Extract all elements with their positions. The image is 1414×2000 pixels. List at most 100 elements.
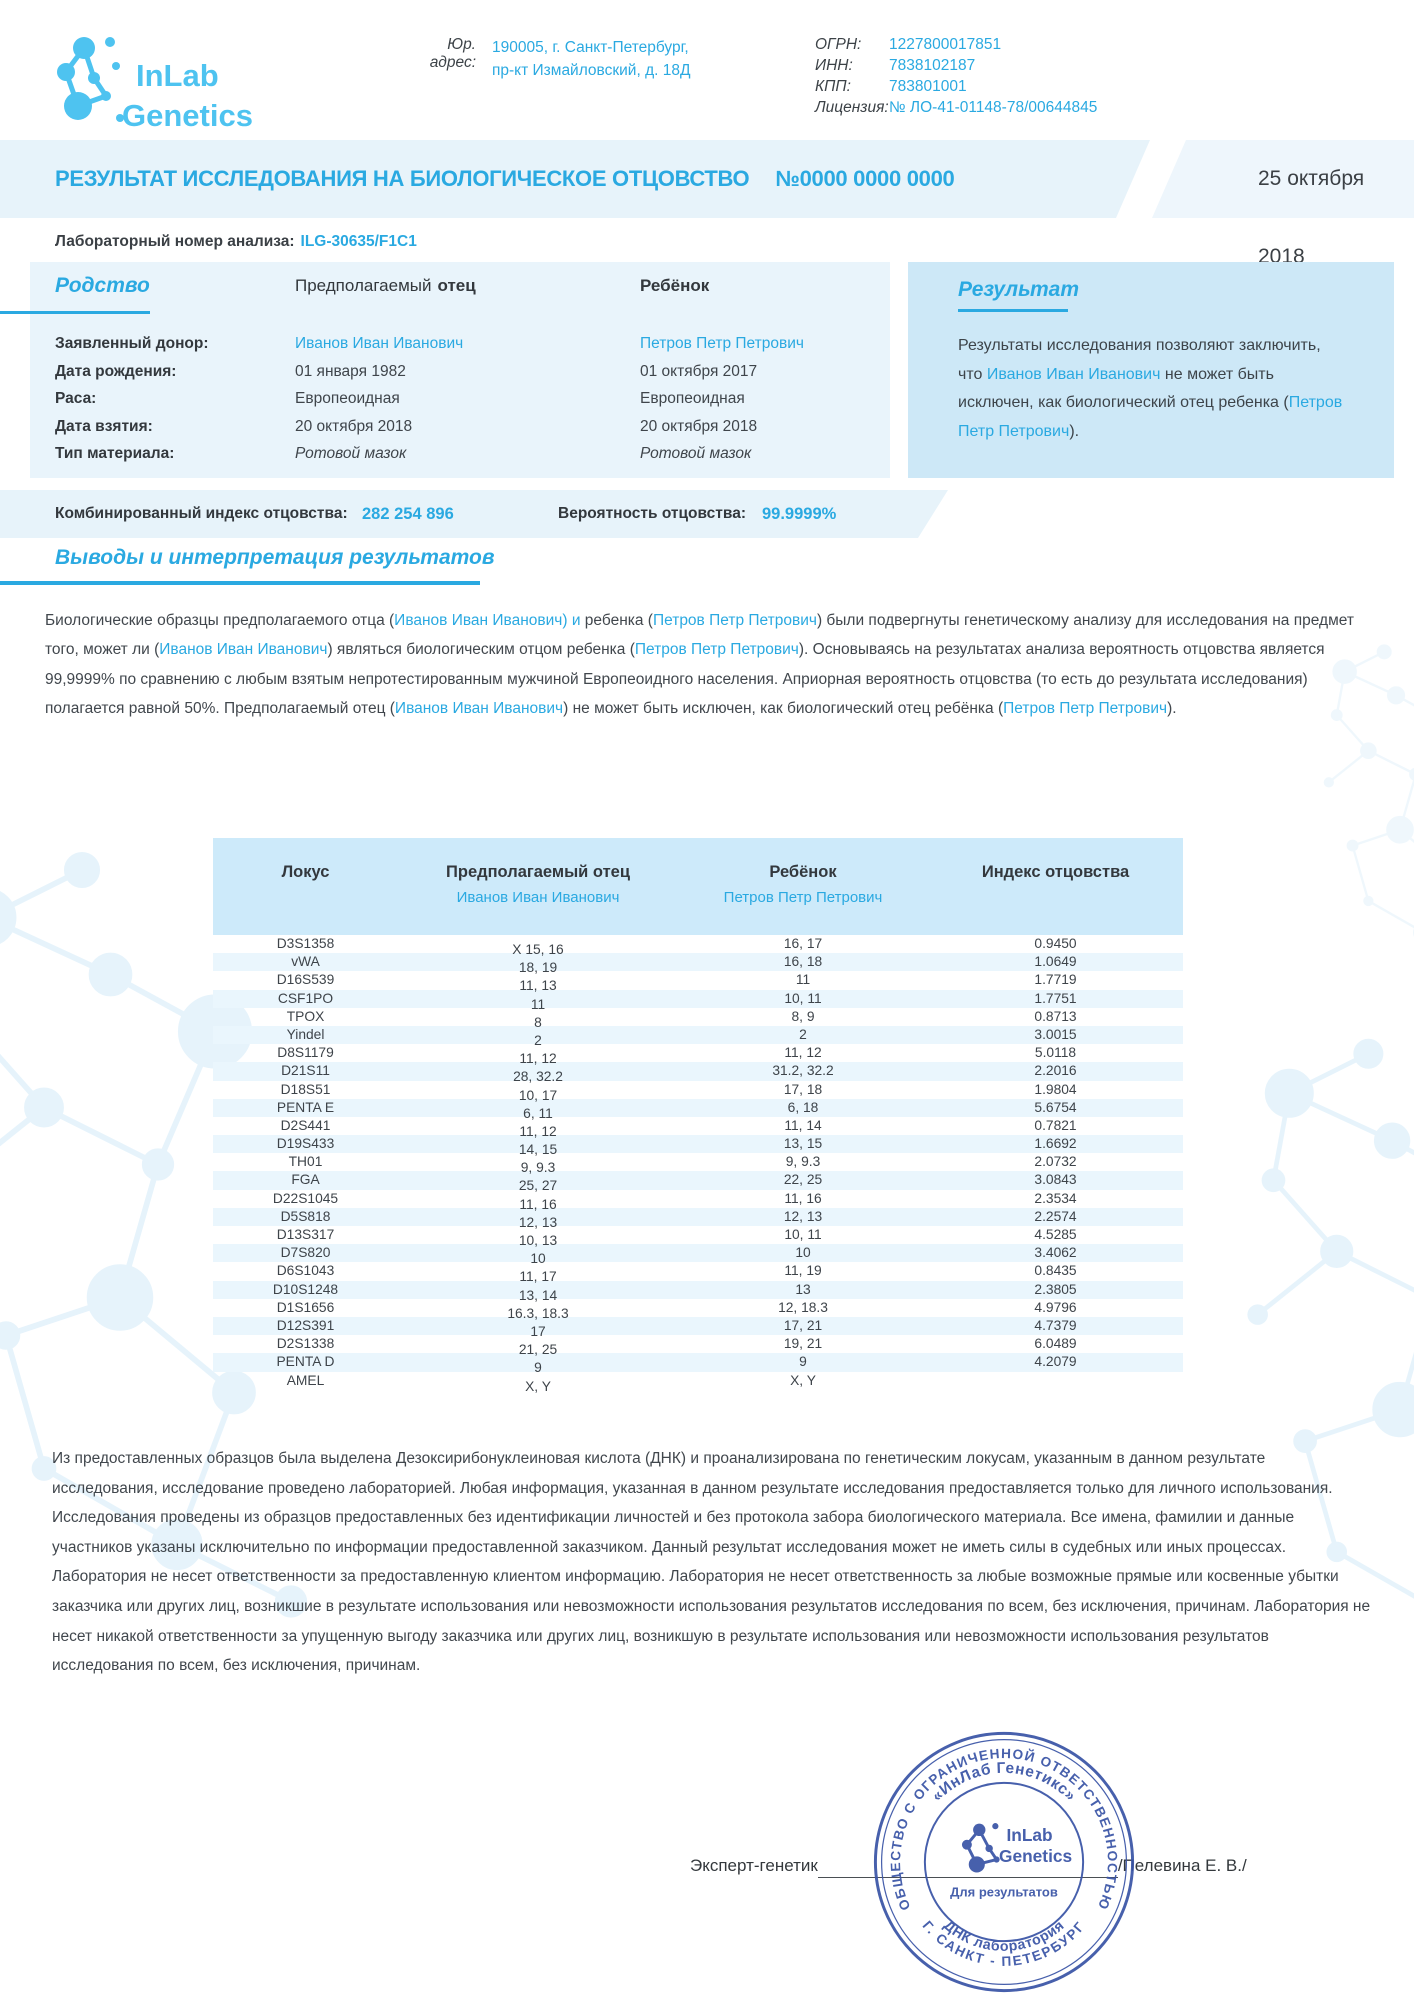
kinship-panel [30,262,890,478]
requisite-label: ИНН: [815,57,853,74]
kinship-row: Дата взятия: 20 октября 2018 20 октября … [30,413,890,441]
result-heading: Результат [958,278,1080,301]
child-alleles-cell: 11, 12 [784,1045,822,1061]
child-alleles-cell: 2 [799,1026,807,1042]
father-alleles-cell: 6, 11 [523,1105,553,1121]
kinship-rows: Заявленный донор: Иванов Иван Иванович П… [30,330,890,468]
conclusions-paragraph: Биологические образцы предполагаемого от… [45,612,1354,718]
kinship-father-value: Иванов Иван Иванович [295,335,464,352]
signature-name: /Пелевина Е. В./ [1117,1856,1247,1875]
paternity-index-cell: 0.7821 [1034,1117,1077,1133]
kinship-child-value: 20 октября 2018 [640,417,758,435]
table-row: D3S1358 X 15, 16 16, 17 0.9450 [213,935,1183,957]
page-title-text: РЕЗУЛЬТАТ ИССЛЕДОВАНИЯ НА БИОЛОГИЧЕСКОЕ … [55,166,750,191]
address-value: 190005, г. Санкт-Петербург, пр-кт Измайл… [492,36,690,82]
locus-cell: D2S1338 [276,1336,335,1352]
paternity-index-cell: 4.9796 [1034,1299,1077,1315]
locus-cell: D19S433 [276,1136,335,1152]
father-header-label: Предполагаемый отец [446,863,630,881]
lab-number-value: ILG-30635/F1C1 [300,233,417,250]
child-alleles-cell: 11 [795,972,811,988]
paternity-index-cell: 0.8713 [1034,1008,1077,1024]
child-alleles-cell: 16, 17 [783,936,823,951]
table-header-locus: Локус [213,863,398,935]
address-line1: 190005, г. Санкт-Петербург, [492,39,689,56]
company-round-stamp: ОБЩЕСТВО С ОГРАНИЧЕННОЙ ОТВЕТСТВЕННОСТЬЮ… [873,1731,1135,1993]
father-header-word1: Предполагаемый [295,276,432,295]
father-alleles-cell: 11, 13 [519,978,557,994]
requisite-label: КПП: [815,78,851,95]
probability-label: Вероятность отцовства: [558,505,746,522]
locus-cell: AMEL [286,1372,325,1388]
father-alleles-cell: 16.3, 18.3 [507,1305,569,1321]
logo-text-line2: Genetics [122,98,253,133]
page-title: РЕЗУЛЬТАТ ИССЛЕДОВАНИЯ НА БИОЛОГИЧЕСКОЕ … [55,140,955,218]
kinship-row-label: Тип материала: [55,445,175,462]
child-alleles-cell: 13 [795,1281,811,1297]
paternity-index-cell: 2.3805 [1034,1281,1077,1297]
locus-cell: D10S1248 [272,1281,339,1297]
conclusions-heading-underline [0,581,480,585]
child-alleles-cell: 8, 9 [791,1008,815,1024]
paternity-index-cell [928,1372,1183,1390]
legal-address: Юр. адрес: 190005, г. Санкт-Петербург, п… [398,36,691,82]
kinship-child-value: Ротовой мазок [640,445,752,462]
child-alleles-cell: 9, 9.3 [785,1154,821,1170]
paternity-index-cell: 3.4062 [1034,1245,1077,1261]
father-column-header: Предполагаемый отец [295,276,476,296]
table-row: D13S317 10, 13 10, 11 4.5285 [213,1226,1183,1248]
locus-cell: vWA [291,954,320,970]
table-row: FGA 25, 27 22, 25 3.0843 [213,1171,1183,1193]
requisite-label: Лицензия: [815,99,889,116]
locus-cell: D8S1179 [277,1045,334,1061]
father-alleles-cell: 10, 17 [518,1087,558,1103]
table-row: D10S1248 13, 14 13 2.3805 [213,1280,1183,1303]
stamp-logo-line2: Genetics [999,1846,1072,1866]
stamp-logo-line1: InLab [1006,1825,1052,1845]
locus-cell: PENTA E [276,1099,335,1115]
table-row: D18S51 10, 17 17, 18 1.9804 [213,1081,1183,1103]
kinship-father-value: Ротовой мазок [295,445,407,462]
table-row: D6S1043 11, 17 11, 19 0.8435 [213,1262,1183,1284]
child-alleles-cell: 10, 11 [784,1227,822,1242]
locus-cell: D21S11 [281,1063,330,1079]
table-header-child: Ребёнок Петров Петр Петрович [678,863,928,935]
locus-cell: PENTA D [276,1354,335,1370]
table-row: D21S11 28, 32.2 31.2, 32.2 2.2016 [213,1062,1183,1084]
address-line2: пр-кт Измайловский, д. 18Д [492,62,691,79]
table-header: Локус Предполагаемый отец Иванов Иван Ив… [213,838,1183,935]
kinship-row: Раса: Европеоидная Европеоидная [30,385,890,413]
kinship-father-value: 01 января 1982 [295,362,406,380]
requisite-row: ИНН: 7838102187 [815,57,1097,75]
table-row: D1S1656 16.3, 18.3 12, 18.3 4.9796 [213,1299,1183,1321]
locus-cell: D22S1045 [272,1190,339,1206]
conclusions-heading: Выводы и интерпретация результатов [55,546,495,569]
father-alleles-cell: 18, 19 [518,960,558,976]
father-alleles-cell: 9, 9.3 [520,1160,556,1176]
child-alleles-cell: 11, 19 [784,1263,822,1279]
locus-cell: D7S820 [280,1245,331,1261]
paternity-index-cell: 2.0732 [1034,1154,1077,1170]
table-row: D5S818 12, 13 12, 13 2.2574 [213,1207,1183,1230]
locus-cell: D5S818 [280,1208,331,1224]
date-band-background [1152,140,1414,218]
child-alleles-cell: 17, 18 [783,1081,823,1097]
kinship-father-value: 20 октября 2018 [295,417,413,435]
requisite-value: 783801001 [889,78,967,95]
locus-cell: TPOX [286,1008,325,1024]
table-row: PENTA D 9 9 4.2079 [213,1353,1183,1375]
kinship-row-label: Дата взятия: [55,417,153,435]
locus-header-label: Локус [281,863,330,881]
child-alleles-cell: 6, 18 [787,1099,819,1115]
kinship-row: Дата рождения: 01 января 1982 01 октября… [30,358,890,386]
signature-role: Эксперт-генетик [690,1856,818,1875]
locus-cell: FGA [291,1172,320,1188]
paternity-index-cell: 3.0015 [1034,1026,1077,1042]
father-alleles-cell: 11, 12 [519,1051,557,1067]
combined-index-label: Комбинированный индекс отцовства: [55,505,348,522]
index-header-label: Индекс отцовства [981,863,1130,881]
table-row: CSF1PO 11 10, 11 1.7751 [213,989,1183,1012]
father-alleles-cell: 17 [530,1323,546,1339]
result-panel: Результат Результаты исследования позвол… [908,262,1394,478]
